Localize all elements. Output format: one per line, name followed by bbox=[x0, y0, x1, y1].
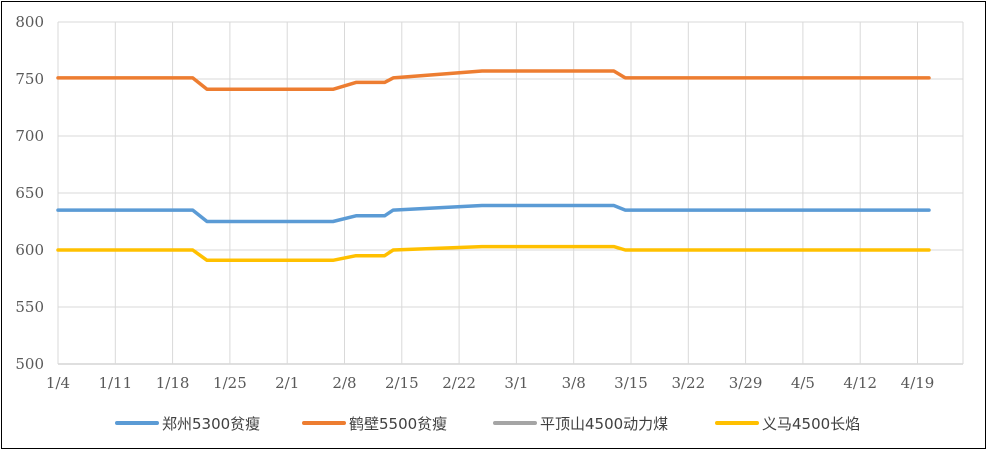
x-tick-label: 2/8 bbox=[332, 374, 356, 392]
legend-label-0: 郑州5300贫瘦 bbox=[162, 415, 260, 433]
x-tick-label: 2/22 bbox=[442, 374, 476, 392]
x-tick-label: 3/15 bbox=[614, 374, 648, 392]
y-tick-label-500: 500 bbox=[15, 355, 44, 373]
y-tick-label-600: 600 bbox=[15, 241, 44, 259]
legend-label-2: 平顶山4500动力煤 bbox=[540, 415, 668, 433]
x-tick-label: 4/12 bbox=[843, 374, 877, 392]
gridlines bbox=[57, 21, 964, 365]
series-line-3 bbox=[56, 244, 931, 263]
x-tick-label: 3/1 bbox=[504, 374, 528, 392]
x-tick-label: 4/19 bbox=[901, 374, 935, 392]
series-lines bbox=[56, 69, 931, 263]
x-tick-label: 4/5 bbox=[791, 374, 815, 392]
y-tick-label-800: 800 bbox=[15, 13, 44, 31]
y-tick-label-650: 650 bbox=[15, 184, 44, 202]
x-tick-label: 1/11 bbox=[98, 374, 132, 392]
x-tick-label: 1/25 bbox=[213, 374, 247, 392]
y-tick-label-550: 550 bbox=[15, 298, 44, 316]
y-tick-label-700: 700 bbox=[15, 127, 44, 145]
legend-label-1: 鹤壁5500贫瘦 bbox=[349, 415, 447, 433]
x-tick-label: 2/1 bbox=[275, 374, 299, 392]
series-line-0 bbox=[56, 203, 931, 224]
x-tick-label: 3/22 bbox=[671, 374, 705, 392]
series-line-1 bbox=[56, 69, 931, 92]
x-tick-label: 3/8 bbox=[562, 374, 586, 392]
x-tick-label: 3/29 bbox=[729, 374, 763, 392]
legend: 郑州5300贫瘦 鹤壁5500贫瘦 平顶山4500动力煤 义马4500长焰 bbox=[115, 415, 860, 433]
x-tick-label: 2/15 bbox=[385, 374, 419, 392]
y-tick-label-750: 750 bbox=[15, 70, 44, 88]
x-tick-label: 1/4 bbox=[46, 374, 70, 392]
x-tick-label: 1/18 bbox=[156, 374, 190, 392]
y-axis-ticks: 500 550 600 650 700 750 800 bbox=[15, 13, 44, 373]
x-axis-ticks: 1/4 1/11 1/18 1/25 2/1 2/8 2/15 2/22 3/1 3/8 3/15 3… bbox=[46, 374, 934, 392]
legend-label-3: 义马4500长焰 bbox=[762, 415, 860, 433]
